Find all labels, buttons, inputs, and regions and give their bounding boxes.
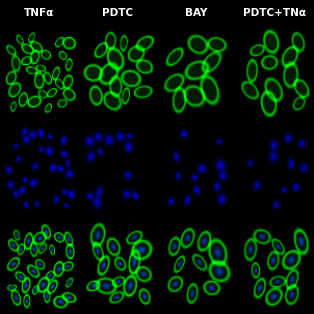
Text: PDTC+TNα: PDTC+TNα bbox=[243, 8, 306, 18]
Text: BAY: BAY bbox=[185, 8, 208, 18]
Text: TNFα: TNFα bbox=[24, 8, 54, 18]
Text: PDTC: PDTC bbox=[102, 8, 133, 18]
